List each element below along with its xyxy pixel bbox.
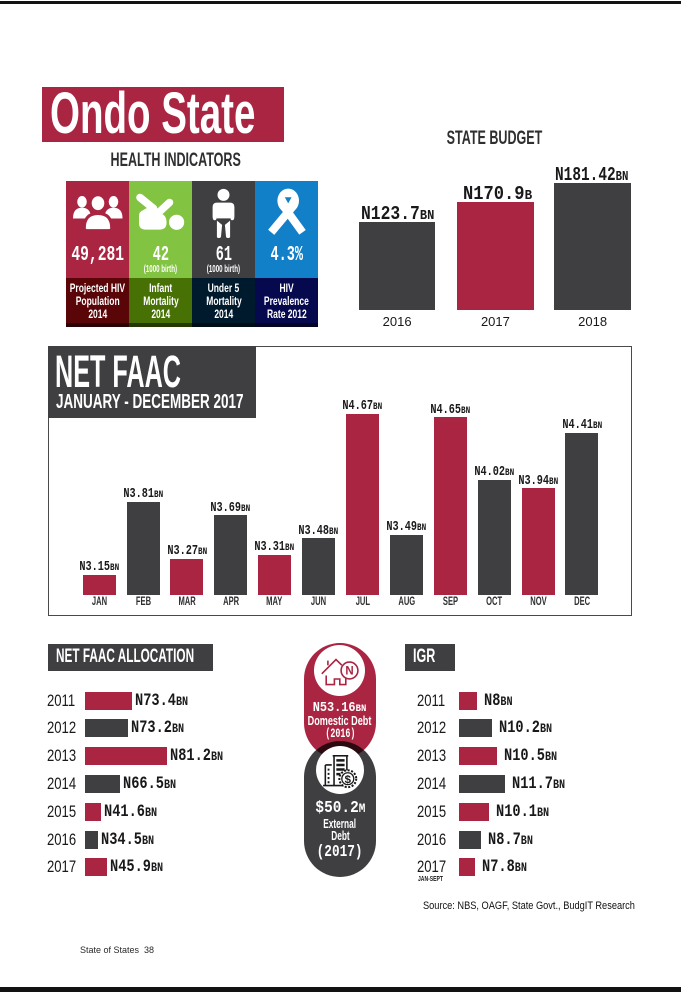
svg-text:$: $ xyxy=(344,774,351,787)
svg-text:N: N xyxy=(345,665,353,677)
